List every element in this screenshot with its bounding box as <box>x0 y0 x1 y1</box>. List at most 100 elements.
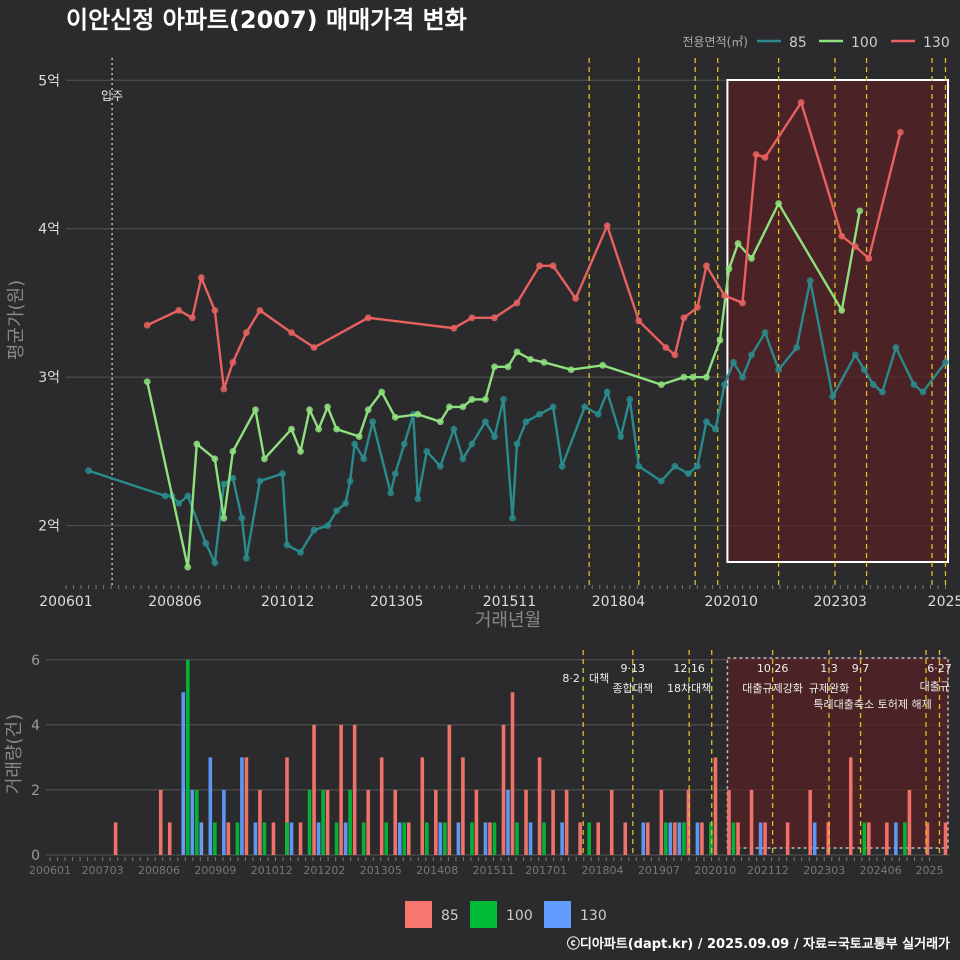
data-point-100 <box>391 413 399 421</box>
data-point-130 <box>197 274 205 282</box>
volume-legend-label-85: 85 <box>441 908 459 924</box>
volume-legend-key-130 <box>544 901 571 928</box>
data-point-130 <box>513 299 521 307</box>
volume-bar-100 <box>348 789 352 855</box>
data-point-85 <box>229 474 237 482</box>
data-point-100 <box>775 200 783 207</box>
data-point-130 <box>896 128 904 136</box>
volume-bar-130 <box>222 789 226 855</box>
volume-bar-85 <box>763 822 767 855</box>
volume-bar-100 <box>321 789 325 855</box>
chart-title: 이안신정 아파트(2007) 매매가격 변화 <box>66 6 467 34</box>
volume-bar-100 <box>470 822 474 855</box>
volume-bar-85 <box>366 789 370 855</box>
data-point-100 <box>482 396 489 403</box>
volume-bar-100 <box>862 822 867 855</box>
volume-bar-85 <box>113 822 118 855</box>
volume-bar-100 <box>903 822 907 855</box>
volume-y-tick: 2 <box>31 783 40 799</box>
volume-bar-130 <box>289 822 294 855</box>
data-point-85 <box>671 462 679 470</box>
data-point-85 <box>482 418 489 426</box>
volume-bar-100 <box>682 822 686 855</box>
data-point-85 <box>220 480 228 488</box>
data-point-85 <box>657 477 665 485</box>
data-point-85 <box>238 514 246 522</box>
volume-legend-key-100 <box>470 901 497 928</box>
data-point-100 <box>184 563 192 571</box>
price-x-tick: 201804 <box>592 594 646 610</box>
data-point-85 <box>703 418 710 426</box>
data-point-85 <box>351 440 359 448</box>
volume-bar-100 <box>664 822 668 855</box>
data-point-130 <box>797 99 805 106</box>
policy-date-label: 12·16 <box>673 662 705 675</box>
volume-bar-130 <box>695 822 700 855</box>
data-point-130 <box>635 317 643 325</box>
price-x-tick: 200806 <box>148 594 202 610</box>
volume-bar-130 <box>208 757 213 855</box>
volume-bar-130 <box>343 822 348 855</box>
price-y-tick: 5억 <box>38 73 60 89</box>
volume-bar-130 <box>190 789 195 855</box>
volume-bar-85 <box>258 789 262 855</box>
price-x-tick: 200601 <box>39 594 92 610</box>
policy-label: 규제완화 <box>809 682 849 695</box>
price-panel: 입주 2억 3억 4억 5억 200601 200806 201012 201305 2015… <box>6 35 960 631</box>
data-point-85 <box>161 492 169 500</box>
volume-bar-100 <box>731 822 736 855</box>
data-point-100 <box>459 403 467 411</box>
volume-bar-85 <box>271 822 276 855</box>
data-point-130 <box>549 262 557 270</box>
data-point-100 <box>680 373 688 381</box>
volume-bar-100 <box>492 822 497 855</box>
volume-bar-85 <box>352 724 357 855</box>
volume-bar-100 <box>262 822 267 855</box>
data-point-85 <box>184 492 192 500</box>
volume-bar-85 <box>537 757 542 855</box>
data-point-100 <box>725 265 733 273</box>
data-point-85 <box>919 388 927 396</box>
data-point-85 <box>459 455 467 463</box>
volume-x-tick: 202010 <box>694 864 736 877</box>
volume-bar-85 <box>167 822 172 855</box>
data-point-100 <box>414 410 422 418</box>
data-point-130 <box>752 151 760 158</box>
data-point-130 <box>721 292 728 299</box>
data-point-100 <box>193 440 201 448</box>
volume-bar-100 <box>542 822 546 855</box>
data-point-100 <box>527 355 534 363</box>
volume-bar-130 <box>438 822 443 855</box>
volume-bar-85 <box>474 789 479 855</box>
data-point-85 <box>256 477 264 485</box>
price-x-tick: 2025 <box>928 594 960 610</box>
data-point-85 <box>869 381 877 388</box>
data-point-100 <box>306 406 313 414</box>
price-y-tick: 3억 <box>38 370 60 386</box>
data-point-85 <box>712 425 719 433</box>
volume-y-ticks: 0 2 4 6 <box>31 653 40 864</box>
volume-y-tick: 6 <box>31 653 40 669</box>
volume-bar-130 <box>199 822 204 855</box>
data-point-85 <box>436 462 444 470</box>
volume-bar-100 <box>307 789 312 855</box>
volume-x-tick: 200806 <box>138 864 180 877</box>
volume-bar-130 <box>181 692 186 855</box>
volume-bar-85 <box>578 822 582 855</box>
volume-x-tick: 202303 <box>803 864 845 877</box>
data-point-85 <box>391 470 399 478</box>
volume-bar-85 <box>420 757 425 855</box>
volume-bar-100 <box>361 822 366 855</box>
data-point-100 <box>297 447 304 455</box>
data-point-85 <box>369 418 377 426</box>
volume-bar-130 <box>528 822 533 855</box>
volume-x-tick: 201305 <box>360 864 402 877</box>
data-point-100 <box>364 406 372 414</box>
volume-bar-100 <box>709 822 713 855</box>
policy-date-label: 10·26 <box>757 662 789 675</box>
volume-bar-85 <box>461 757 465 855</box>
volume-bar-85 <box>325 789 330 855</box>
data-point-100 <box>261 455 268 463</box>
volume-bar-100 <box>185 659 190 855</box>
